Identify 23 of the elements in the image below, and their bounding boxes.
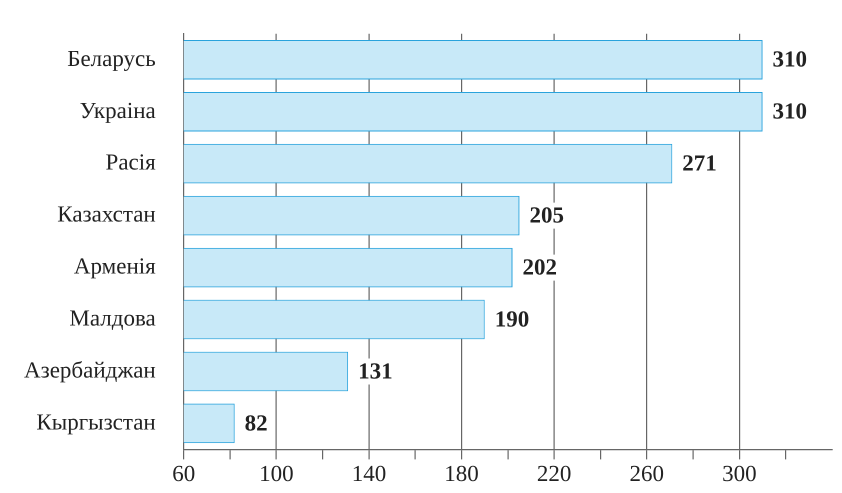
y-tick-label: Малдова (69, 306, 156, 331)
x-tick-label: 220 (536, 461, 572, 486)
data-label: 202 (522, 254, 557, 280)
data-label: 82 (244, 410, 268, 436)
y-tick-label: Арменія (74, 254, 156, 279)
data-label: 190 (494, 306, 530, 332)
data-label: 310 (772, 98, 808, 124)
x-tick-label: 260 (630, 461, 664, 486)
y-tick-label: Украіна (80, 98, 156, 123)
x-tick-label: 60 (172, 461, 196, 486)
y-tick-label: Кыргызстан (36, 409, 156, 434)
y-tick-label: Казахстан (57, 202, 156, 227)
data-label: 131 (358, 358, 393, 384)
data-label: 271 (682, 150, 717, 176)
x-tick-label: 100 (259, 461, 294, 486)
x-tick-label: 180 (444, 461, 479, 486)
x-tick-label: 140 (352, 461, 386, 486)
data-label: 310 (772, 46, 808, 72)
y-tick-label: Беларусь (67, 46, 156, 71)
x-tick-label: 300 (722, 461, 757, 486)
y-tick-label: Азербайджан (24, 358, 156, 383)
y-tick-label: Расія (106, 150, 156, 175)
data-label: 205 (529, 202, 564, 228)
